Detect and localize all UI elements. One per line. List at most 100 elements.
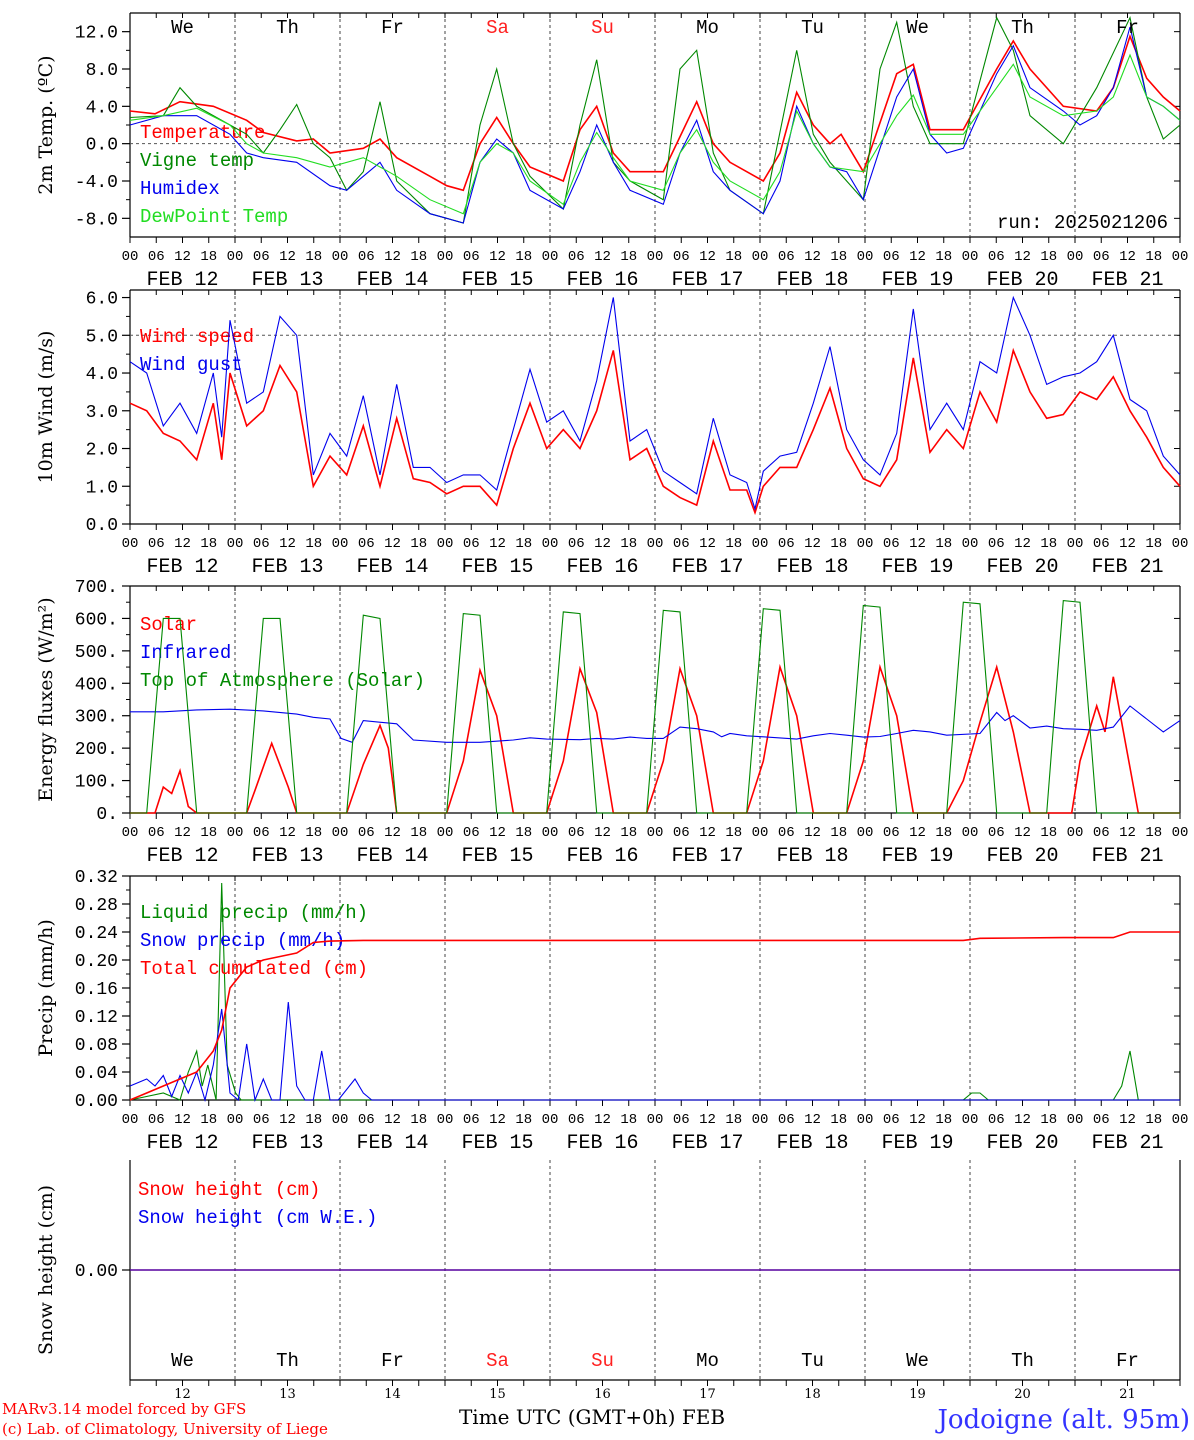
hour-label: 12 xyxy=(1014,536,1031,552)
hour-label: 12 xyxy=(384,249,401,265)
hour-label: 06 xyxy=(673,825,690,841)
weekday-label: Fr xyxy=(381,1350,404,1372)
hour-label: 00 xyxy=(122,825,139,841)
y-tick-label: 0. xyxy=(96,805,118,825)
hour-label: 06 xyxy=(148,1112,165,1128)
run-label: run: 2025021206 xyxy=(997,212,1168,234)
series-line-dewpoint-temp xyxy=(129,53,1181,215)
day-label: FEB 18 xyxy=(776,556,848,579)
y-tick-label: -4.0 xyxy=(75,173,118,193)
series-line-vigne-temp xyxy=(129,15,1181,224)
hour-label: 00 xyxy=(227,1112,244,1128)
day-label: FEB 13 xyxy=(251,845,323,868)
day-label: FEB 14 xyxy=(356,1132,428,1155)
hour-label: 00 xyxy=(332,825,349,841)
hour-label: 18 xyxy=(620,825,637,841)
hour-label: 18 xyxy=(1145,825,1162,841)
hour-label: 06 xyxy=(673,1112,690,1128)
hour-label: 18 xyxy=(620,1112,637,1128)
hour-label: 00 xyxy=(857,1112,874,1128)
hour-label: 00 xyxy=(647,249,664,265)
hour-label: 06 xyxy=(253,1112,270,1128)
day-label: FEB 20 xyxy=(986,269,1058,292)
y-axis-label: Snow height (cm) xyxy=(35,1185,57,1355)
hour-label: 18 xyxy=(200,825,217,841)
hour-label: 12 xyxy=(1119,249,1136,265)
location-label: Jodoigne (alt. 95m) xyxy=(934,1405,1190,1435)
day-label: FEB 17 xyxy=(671,556,743,579)
hour-label: 06 xyxy=(883,536,900,552)
legend-entry: Snow height (cm) xyxy=(138,1179,320,1201)
hour-label: 12 xyxy=(279,536,296,552)
hour-label: 00 xyxy=(647,825,664,841)
hour-label: 12 xyxy=(1119,536,1136,552)
series-line-snow-precip-mm-h- xyxy=(129,1001,1180,1103)
day-number-label: 21 xyxy=(1119,1387,1136,1402)
day-label: FEB 12 xyxy=(146,269,218,292)
day-label: FEB 20 xyxy=(986,845,1058,868)
hour-label: 00 xyxy=(962,1112,979,1128)
hour-label: 00 xyxy=(437,1112,454,1128)
day-label: FEB 12 xyxy=(146,1132,218,1155)
day-number-label: 12 xyxy=(174,1387,191,1402)
day-label: FEB 21 xyxy=(1091,556,1163,579)
day-label: FEB 18 xyxy=(776,845,848,868)
hour-label: 00 xyxy=(332,536,349,552)
hour-label: 12 xyxy=(1119,825,1136,841)
weekday-label: Th xyxy=(1011,17,1034,39)
legend-entry: Snow precip (mm/h) xyxy=(140,930,345,952)
hour-label: 12 xyxy=(909,536,926,552)
day-number-label: 19 xyxy=(909,1387,926,1402)
y-tick-label: 0.0 xyxy=(86,136,118,156)
legend-entry: Total cumulated (cm) xyxy=(140,958,368,980)
y-tick-label: 500. xyxy=(75,643,118,663)
y-axis-label: 10m Wind (m/s) xyxy=(35,331,57,484)
hour-label: 00 xyxy=(1172,536,1189,552)
hour-label: 12 xyxy=(699,1112,716,1128)
day-label: FEB 15 xyxy=(461,845,533,868)
weekday-label: Fr xyxy=(1116,17,1139,39)
hour-label: 00 xyxy=(752,536,769,552)
hour-label: 18 xyxy=(515,825,532,841)
day-label: FEB 16 xyxy=(566,1132,638,1155)
day-label: FEB 19 xyxy=(881,269,953,292)
hour-label: 18 xyxy=(305,249,322,265)
hour-label: 12 xyxy=(594,249,611,265)
y-tick-label: 0.0 xyxy=(86,516,118,536)
hour-label: 00 xyxy=(542,249,559,265)
hour-label: 00 xyxy=(542,536,559,552)
weekday-label: Sa xyxy=(486,1350,509,1372)
day-label: FEB 13 xyxy=(251,269,323,292)
day-label: FEB 17 xyxy=(671,1132,743,1155)
hour-label: 00 xyxy=(752,825,769,841)
hour-label: 18 xyxy=(200,1112,217,1128)
hour-label: 12 xyxy=(1014,825,1031,841)
y-tick-label: 0.20 xyxy=(75,952,118,972)
y-tick-label: -8.0 xyxy=(75,210,118,230)
y-axis-label: 2m Temp. (ºC) xyxy=(35,55,57,194)
hour-label: 06 xyxy=(1093,249,1110,265)
hour-label: 12 xyxy=(804,249,821,265)
hour-label: 00 xyxy=(227,536,244,552)
hour-label: 12 xyxy=(489,825,506,841)
weekday-label: Fr xyxy=(1116,1350,1139,1372)
day-number-label: 20 xyxy=(1014,1387,1031,1402)
hour-label: 18 xyxy=(515,536,532,552)
hour-label: 12 xyxy=(384,536,401,552)
day-label: FEB 15 xyxy=(461,1132,533,1155)
hour-label: 12 xyxy=(279,825,296,841)
hour-label: 06 xyxy=(568,536,585,552)
legend-entry: Liquid precip (mm/h) xyxy=(140,902,368,924)
hour-label: 18 xyxy=(410,536,427,552)
hour-label: 12 xyxy=(279,249,296,265)
hour-label: 12 xyxy=(489,249,506,265)
hour-label: 12 xyxy=(384,825,401,841)
hour-label: 18 xyxy=(830,825,847,841)
y-tick-label: 0.16 xyxy=(75,980,118,1000)
weekday-label: We xyxy=(906,17,929,39)
hour-label: 00 xyxy=(437,536,454,552)
hour-label: 06 xyxy=(148,249,165,265)
hour-label: 18 xyxy=(305,536,322,552)
day-label: FEB 16 xyxy=(566,269,638,292)
hour-label: 18 xyxy=(1145,536,1162,552)
